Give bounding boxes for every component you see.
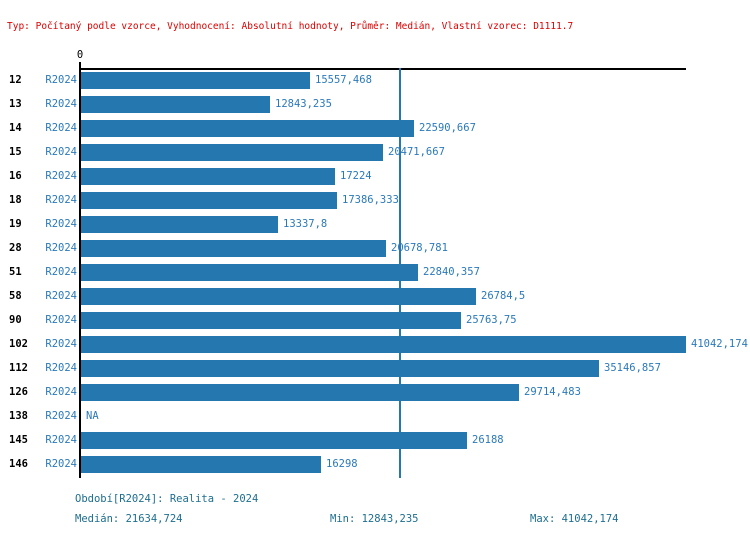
value-bar: [81, 360, 599, 377]
bar-value-label: 13337,8: [283, 218, 328, 230]
bar-value-label: 20678,781: [391, 242, 448, 254]
chart-row: 12 R2024 15557,468: [0, 70, 750, 94]
chart-row: 146 R2024 16298: [0, 454, 750, 478]
row-series-label: R2024: [45, 98, 77, 110]
bar-value-label: 26784,5: [481, 290, 526, 302]
row-category-label: 19: [9, 218, 22, 230]
row-series-label: R2024: [45, 386, 77, 398]
row-series-label: R2024: [45, 434, 77, 446]
bar-value-label: 29714,483: [524, 386, 581, 398]
row-series-label: R2024: [45, 146, 77, 158]
bar-value-label: 35146,857: [604, 362, 661, 374]
bar-value-label: 22840,357: [423, 266, 480, 278]
row-series-label: R2024: [45, 290, 77, 302]
value-bar: [81, 312, 461, 329]
footer-min-stat: Min: 12843,235: [330, 513, 419, 525]
chart-row: 28 R2024 20678,781: [0, 238, 750, 262]
chart-row: 58 R2024 26784,5: [0, 286, 750, 310]
row-series-label: R2024: [45, 338, 77, 350]
chart-row: 18 R2024 17386,333: [0, 190, 750, 214]
row-category-label: 13: [9, 98, 22, 110]
bar-value-label: 25763,75: [466, 314, 517, 326]
row-category-label: 51: [9, 266, 22, 278]
value-bar: [81, 264, 418, 281]
row-category-label: 15: [9, 146, 22, 158]
value-bar: [81, 456, 321, 473]
row-category-label: 112: [9, 362, 28, 374]
value-bar: [81, 96, 270, 113]
value-bar: [81, 192, 337, 209]
chart-row: 112 R2024 35146,857: [0, 358, 750, 382]
row-series-label: R2024: [45, 218, 77, 230]
bar-value-label: 15557,468: [315, 74, 372, 86]
x-axis-zero-tick-label: 0: [76, 49, 84, 61]
chart-row: 19 R2024 13337,8: [0, 214, 750, 238]
chart-row: 145 R2024 26188: [0, 430, 750, 454]
footer-median-stat: Medián: 21634,724: [75, 513, 183, 525]
row-category-label: 146: [9, 458, 28, 470]
row-series-label: R2024: [45, 242, 77, 254]
value-bar: [81, 288, 476, 305]
value-bar: [81, 432, 467, 449]
bar-value-label: 16298: [326, 458, 358, 470]
bar-value-label: 20471,667: [388, 146, 445, 158]
row-category-label: 12: [9, 74, 22, 86]
bar-value-label: 41042,174: [691, 338, 748, 350]
chart-row: 16 R2024 17224: [0, 166, 750, 190]
chart-row: 90 R2024 25763,75: [0, 310, 750, 334]
bar-value-label: 26188: [472, 434, 504, 446]
row-series-label: R2024: [45, 170, 77, 182]
value-bar: [81, 144, 383, 161]
row-series-label: R2024: [45, 194, 77, 206]
row-category-label: 126: [9, 386, 28, 398]
bars-area: 12 R2024 15557,468 13 R2024 12843,235 14 R2024 2…: [0, 70, 750, 478]
x-axis-line: [79, 68, 686, 70]
chart-settings-header: Typ: Počítaný podle vzorce, Vyhodnocení:…: [7, 21, 574, 32]
row-series-label: R2024: [45, 362, 77, 374]
bar-value-label: 17224: [340, 170, 372, 182]
row-series-label: R2024: [45, 122, 77, 134]
chart-row: 15 R2024 20471,667: [0, 142, 750, 166]
row-category-label: 16: [9, 170, 22, 182]
row-category-label: 28: [9, 242, 22, 254]
row-category-label: 14: [9, 122, 22, 134]
chart-row: 126 R2024 29714,483: [0, 382, 750, 406]
row-category-label: 145: [9, 434, 28, 446]
chart-row: 102 R2024 41042,174: [0, 334, 750, 358]
bar-value-label: 22590,667: [419, 122, 476, 134]
value-bar: [81, 72, 310, 89]
row-category-label: 138: [9, 410, 28, 422]
footer-max-stat: Max: 41042,174: [530, 513, 619, 525]
value-bar: [81, 168, 335, 185]
na-value-label: NA: [86, 410, 99, 422]
y-axis-line: [79, 62, 81, 478]
value-bar: [81, 120, 414, 137]
value-bar: [81, 384, 519, 401]
row-category-label: 102: [9, 338, 28, 350]
row-category-label: 90: [9, 314, 22, 326]
footer-period-label: Období[R2024]: Realita - 2024: [75, 493, 259, 505]
row-category-label: 58: [9, 290, 22, 302]
row-series-label: R2024: [45, 266, 77, 278]
chart-row: 13 R2024 12843,235: [0, 94, 750, 118]
row-category-label: 18: [9, 194, 22, 206]
value-bar: [81, 336, 686, 353]
row-series-label: R2024: [45, 314, 77, 326]
chart-row: 51 R2024 22840,357: [0, 262, 750, 286]
row-series-label: R2024: [45, 74, 77, 86]
bar-value-label: 17386,333: [342, 194, 399, 206]
row-series-label: R2024: [45, 410, 77, 422]
chart-row: 138 R2024 NA: [0, 406, 750, 430]
value-bar: [81, 216, 278, 233]
row-series-label: R2024: [45, 458, 77, 470]
bar-value-label: 12843,235: [275, 98, 332, 110]
chart-row: 14 R2024 22590,667: [0, 118, 750, 142]
value-bar: [81, 240, 386, 257]
